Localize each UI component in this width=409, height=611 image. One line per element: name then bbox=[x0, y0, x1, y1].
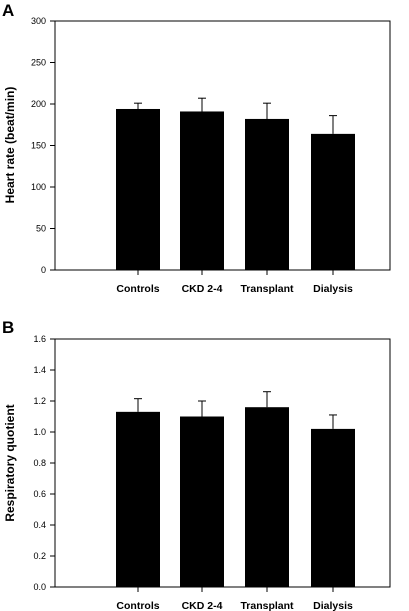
panel-a-y-tick-label: 200 bbox=[31, 99, 46, 109]
panel-a-heart-rate-chart: A 0 50 100 150 200 250 300 Controls CKD 2-4 Trans… bbox=[2, 1, 391, 295]
panel-b-y-tick-label: 0.8 bbox=[33, 458, 46, 468]
panel-a-y-tick-label: 150 bbox=[31, 141, 46, 151]
panel-b-y-tick-label: 1.2 bbox=[33, 396, 46, 406]
panel-b-y-tick-label: 0.6 bbox=[33, 489, 46, 499]
panel-a-y-tick-label: 100 bbox=[31, 182, 46, 192]
panel-b-plot-area: 0.0 0.2 0.4 0.6 0.8 1.0 1.2 1.4 1.6 Controls CKD 2… bbox=[3, 334, 391, 611]
panel-b-bar-0 bbox=[116, 411, 160, 587]
panel-b-bar-1 bbox=[180, 416, 224, 587]
panel-b-category-label-0: Controls bbox=[116, 600, 159, 611]
panel-a-bar-1 bbox=[180, 111, 224, 270]
panel-a-bar-0 bbox=[116, 108, 160, 270]
panel-a-y-tick-label: 50 bbox=[36, 224, 46, 234]
panel-b-label: B bbox=[2, 318, 14, 337]
panel-b-y-tick-label: 1.6 bbox=[33, 334, 46, 344]
panel-a-category-label-3: Dialysis bbox=[313, 283, 353, 295]
panel-a-y-tick-label: 300 bbox=[31, 16, 46, 26]
panel-b-y-tick-label: 1.4 bbox=[33, 365, 46, 375]
panel-a-y-tick-label: 250 bbox=[31, 58, 46, 68]
panel-a-y-tick-label: 0 bbox=[41, 265, 46, 275]
panel-a-bar-2 bbox=[245, 118, 289, 270]
panel-b-y-axis-title: Respiratory quotient bbox=[3, 404, 17, 521]
panel-b-y-tick-label: 0.0 bbox=[33, 582, 46, 592]
panel-b-y-tick-label: 0.4 bbox=[33, 520, 46, 530]
panel-b-y-tick-label: 0.2 bbox=[33, 551, 46, 561]
panel-b-y-tick-label: 1.0 bbox=[33, 427, 46, 437]
panel-b-bar-2 bbox=[245, 407, 289, 587]
panel-b-category-label-3: Dialysis bbox=[313, 600, 353, 611]
panel-b-bar-3 bbox=[311, 428, 355, 587]
panel-a-y-axis-title: Heart rate (beat/min) bbox=[3, 87, 17, 204]
panel-a-plot-area: 0 50 100 150 200 250 300 Controls CKD 2-4 Transpl… bbox=[3, 16, 391, 295]
panel-a-category-label-2: Transplant bbox=[240, 283, 294, 295]
panel-a-category-label-0: Controls bbox=[116, 283, 159, 295]
panel-b-respiratory-quotient-chart: B 0.0 0.2 0.4 0.6 0.8 1.0 1.2 1.4 1.6 Controls CKD… bbox=[2, 318, 391, 611]
panel-a-bar-3 bbox=[311, 133, 355, 270]
panel-b-category-label-1: CKD 2-4 bbox=[182, 600, 223, 611]
panel-b-category-label-2: Transplant bbox=[240, 600, 294, 611]
panel-a-label: A bbox=[2, 1, 14, 20]
panel-a-category-label-1: CKD 2-4 bbox=[182, 283, 223, 295]
